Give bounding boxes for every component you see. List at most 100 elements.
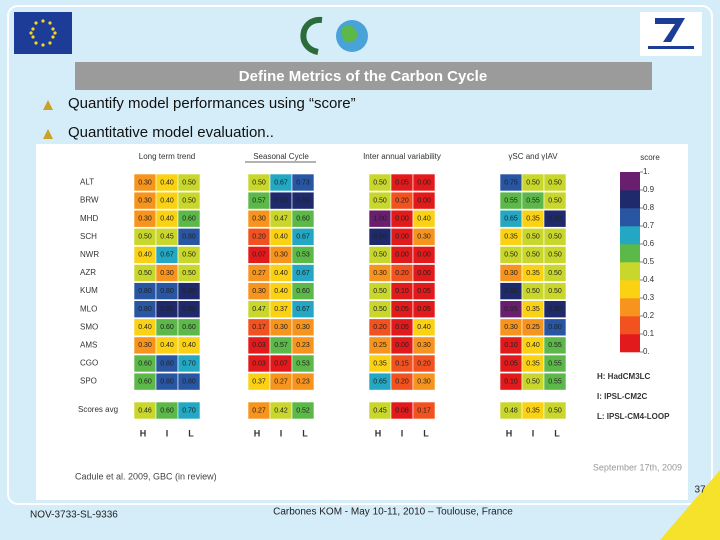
scale-swatch [620,298,640,317]
score-value: 0.50 [548,270,562,277]
panel-title: Long term trend [139,152,195,161]
score-value: 0.05 [417,288,431,295]
score-value: 0.05 [395,324,409,331]
station-label: SCH [80,232,97,241]
avg-label: Scores avg [78,405,118,414]
score-cell [543,372,567,391]
column-label: I [401,428,404,438]
scale-tick-label: 0.6 [643,239,655,248]
score-value: 0.50 [548,234,562,241]
score-value: 0.53 [296,360,310,367]
score-cell [177,228,201,246]
footer-event: Carbones KOM - May 10-11, 2010 – Toulous… [273,507,513,518]
score-value: 0.30 [138,342,152,349]
scale-swatch [620,334,640,353]
page-number: 37 [694,485,706,496]
score-value: 0.30 [504,324,518,331]
score-value: 0.60 [182,216,196,223]
bullet-icon [43,129,53,139]
score-value: 0.47 [274,216,288,223]
score-value: 0.40 [160,197,174,204]
score-value: 0.55 [504,197,518,204]
bullet-icon [43,100,53,110]
score-value: 0.50 [548,288,562,295]
score-value: 0.17 [417,407,431,414]
score-value: 0.50 [548,179,562,186]
score-value: 0.60 [296,288,310,295]
score-value: 0.07 [252,252,266,259]
legend-entry: I: IPSL-CM2C [597,392,647,401]
score-value: 0.83 [296,197,310,204]
station-label: BRW [80,196,99,205]
score-value: 0.55 [548,378,562,385]
score-value: 0.50 [526,234,540,241]
score-value: 0.15 [395,360,409,367]
station-label: SMO [80,322,98,331]
column-label: L [423,428,429,438]
station-label: MHD [80,214,98,223]
score-value: 0.67 [160,252,174,259]
score-cell [412,228,436,246]
score-value: 0.35 [526,306,540,313]
score-value: 0.67 [274,179,288,186]
score-cell [543,173,567,192]
column-label: I [166,428,169,438]
score-value: 0.75 [504,179,518,186]
score-value: 0.20 [417,360,431,367]
scale-swatch [620,172,640,191]
score-value: 0.08 [395,407,409,414]
panel-title: Inter annual variability [363,152,441,161]
score-value: 0.03 [252,342,266,349]
score-cell [412,300,436,319]
score-value: 0.00 [395,342,409,349]
score-value: 0.55 [526,197,540,204]
score-cell [412,282,436,300]
score-cell [177,401,201,420]
score-value: 0.80 [182,378,196,385]
doc-id: NOV-3733-SL-9336 [30,510,118,521]
panel-title: Seasonal Cycle [253,152,309,161]
score-value: 0.40 [138,252,152,259]
score-value: 0.80 [138,288,152,295]
score-value: 0.45 [373,407,387,414]
score-cell [177,209,201,228]
score-cell [543,336,567,355]
score-value: 0.50 [182,197,196,204]
score-value: 0.10 [395,288,409,295]
score-value: 0.00 [395,234,409,241]
score-value: 0.50 [182,252,196,259]
scale-title: score [640,153,660,162]
score-cell [291,246,315,264]
score-value: 0.80 [160,288,174,295]
column-label: L [188,428,194,438]
score-value: 0.80 [160,360,174,367]
score-value: 0.67 [296,306,310,313]
score-value: 0.30 [138,179,152,186]
score-value: 0.30 [417,234,431,241]
score-value: 0.30 [373,270,387,277]
score-value: 0.83 [274,197,288,204]
score-value: 0.00 [395,252,409,259]
score-value: 0.25 [373,342,387,349]
eu-flag [14,12,72,54]
station-label: NWR [80,250,99,259]
station-label: KUM [80,286,98,295]
column-label: I [280,428,283,438]
score-value: 0.47 [252,306,266,313]
score-value: 0.80 [138,306,152,313]
scale-tick-label: 0.7 [643,221,655,230]
score-cell [291,191,315,210]
score-value: 0.90 [504,288,518,295]
score-value: 0.30 [274,252,288,259]
score-value: 0.40 [160,216,174,223]
score-value: 0.05 [504,360,518,367]
score-cell [177,191,201,210]
legend-entry: H: HadCM3LC [597,372,651,381]
score-value: 0.90 [160,306,174,313]
score-value: 0.00 [395,216,409,223]
score-value: 0.30 [417,342,431,349]
project-logo [300,17,368,55]
score-cell [543,246,567,264]
score-value: 0.00 [417,270,431,277]
